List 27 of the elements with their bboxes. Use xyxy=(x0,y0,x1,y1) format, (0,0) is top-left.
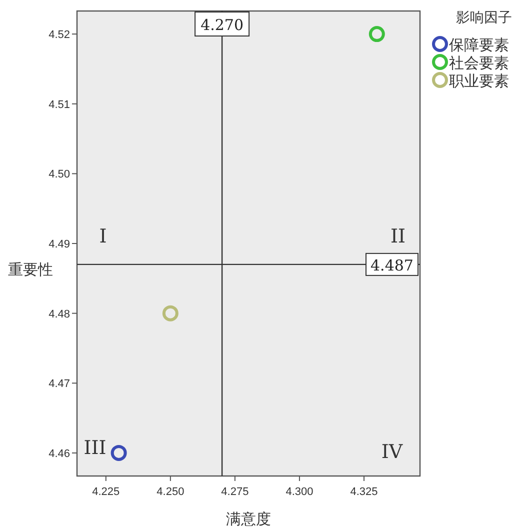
x-tick-label: 4.300 xyxy=(286,486,314,498)
legend-label: 保障要素 xyxy=(449,36,509,54)
y-tick-label: 4.47 xyxy=(48,378,70,390)
legend-label: 职业要素 xyxy=(449,72,509,90)
x-tick-label: 4.275 xyxy=(221,486,249,498)
y-tick-label: 4.52 xyxy=(48,29,70,42)
x-tick-label: 4.325 xyxy=(350,486,378,498)
annotation: II xyxy=(390,225,406,248)
ref-line-label: 4.487 xyxy=(370,256,414,274)
y-tick-label: 4.49 xyxy=(48,238,70,250)
y-tick-label: 4.48 xyxy=(48,308,70,320)
y-tick-label: 4.51 xyxy=(48,98,70,111)
annotation: I xyxy=(99,225,107,248)
point xyxy=(162,305,178,322)
point xyxy=(368,26,385,42)
annotation: III xyxy=(84,437,106,459)
y-tick-label: 4.50 xyxy=(48,168,70,181)
point xyxy=(110,444,127,461)
legend-title: 影响因子 xyxy=(456,10,512,26)
x-tick-label: 4.250 xyxy=(156,486,184,498)
x-axis-title: 满意度 xyxy=(226,510,271,528)
y-tick-label: 4.46 xyxy=(48,448,70,460)
ref-line-label: 4.270 xyxy=(200,16,244,34)
y-axis-title: 重要性 xyxy=(8,260,53,278)
legend-label: 社会要素 xyxy=(449,54,509,72)
annotation: IV xyxy=(381,441,403,463)
x-tick-label: 4.225 xyxy=(92,486,120,498)
